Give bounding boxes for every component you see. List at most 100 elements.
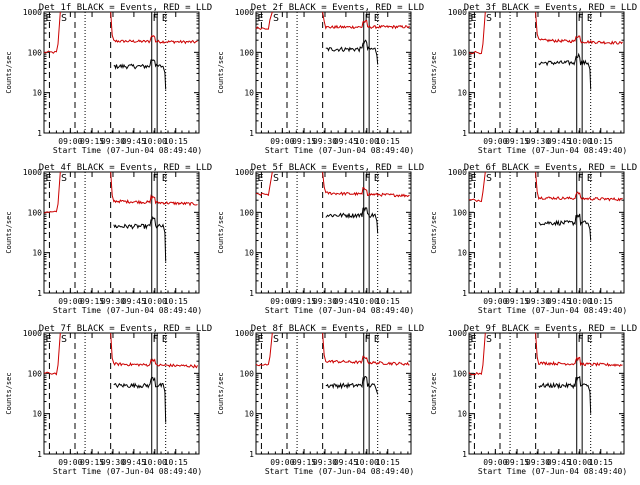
y-tick-label: 10 (457, 410, 467, 419)
events-series (325, 206, 379, 234)
x-axis-label: Start Time (07-Jun-04 08:49:40) (53, 306, 202, 315)
x-tick-label: 09:45 (547, 458, 571, 467)
marker-label-e: E (46, 13, 52, 24)
events-series (113, 59, 167, 90)
marker-label-e: E (587, 334, 593, 345)
panel-title: Det 8f BLACK = Events, RED = LLD (251, 324, 424, 334)
marker-label-f: F (578, 334, 584, 345)
x-tick-label: 10:15 (376, 297, 400, 306)
y-tick-label: 100 (453, 369, 468, 378)
lld-series-pre (43, 171, 61, 214)
marker-label-s: S (273, 13, 279, 24)
y-tick-label: 1000 (235, 8, 254, 17)
y-tick-label: 100 (28, 48, 43, 57)
y-tick-label: 10 (32, 249, 42, 258)
y-tick-label: 10 (32, 89, 42, 98)
x-tick-label: 10:00 (355, 458, 379, 467)
marker-label-e: E (258, 334, 264, 345)
x-tick-label: 09:45 (334, 458, 358, 467)
lld-series-pre (255, 332, 273, 367)
x-tick-label: 09:30 (101, 137, 125, 146)
plot-frame (255, 332, 412, 455)
x-tick-label: 09:30 (313, 137, 337, 146)
y-tick-label: 1 (249, 129, 254, 138)
x-axis-label: Start Time (07-Jun-04 08:49:40) (478, 306, 627, 315)
plot-frame (43, 11, 200, 134)
lld-series-pre (43, 11, 61, 54)
x-tick-label: 09:45 (122, 297, 146, 306)
x-tick-label: 10:00 (355, 137, 379, 146)
lld-series-post (322, 332, 410, 366)
y-axis-label: Counts/sec (430, 211, 438, 253)
x-tick-label: 10:00 (355, 297, 379, 306)
events-series (325, 376, 379, 395)
plot-frame (468, 332, 625, 455)
marker-label-f: F (153, 13, 159, 24)
x-tick-label: 09:15 (80, 458, 104, 467)
marker-label-f: F (153, 173, 159, 184)
plot-frame (43, 332, 200, 455)
y-tick-label: 10 (32, 410, 42, 419)
x-axis-label: Start Time (07-Jun-04 08:49:40) (265, 306, 414, 315)
y-tick-label: 1000 (235, 168, 254, 177)
marker-label-f: F (578, 13, 584, 24)
y-axis-label: Counts/sec (5, 211, 13, 253)
events-series (113, 376, 167, 423)
marker-label-e: E (46, 173, 52, 184)
panel-title: Det 7f BLACK = Events, RED = LLD (39, 324, 212, 334)
panel-det-5: Det 5f BLACK = Events, RED = LLD 1 10 100 10… (217, 163, 424, 315)
x-axis-label: Start Time (07-Jun-04 08:49:40) (265, 467, 414, 476)
marker-label-f: F (365, 13, 371, 24)
lld-series-pre (468, 11, 486, 55)
panel-title: Det 5f BLACK = Events, RED = LLD (251, 163, 424, 173)
panel-det-2: Det 2f BLACK = Events, RED = LLD 1 10 100 10… (217, 3, 424, 155)
marker-label-e: E (374, 334, 380, 345)
panel-title: Det 3f BLACK = Events, RED = LLD (464, 3, 637, 13)
marker-label-f: F (153, 334, 159, 345)
panel-det-3: Det 3f BLACK = Events, RED = LLD 1 10 100 10… (430, 3, 637, 155)
marker-label-s: S (486, 334, 492, 345)
x-tick-label: 10:15 (589, 297, 613, 306)
x-tick-label: 09:00 (483, 458, 507, 467)
lld-series-post (110, 332, 198, 369)
panel-det-9: Det 9f BLACK = Events, RED = LLD 1 10 100 10… (430, 324, 637, 476)
marker-label-e: E (471, 13, 477, 24)
lld-series-post (110, 11, 198, 45)
events-series (538, 213, 592, 241)
y-axis-label: Counts/sec (430, 372, 438, 414)
x-tick-label: 09:00 (58, 297, 82, 306)
events-series (538, 375, 592, 414)
events-series (325, 39, 379, 65)
x-tick-label: 09:00 (483, 297, 507, 306)
x-tick-label: 09:30 (526, 458, 550, 467)
panel-title: Det 4f BLACK = Events, RED = LLD (39, 163, 212, 173)
plot-frame (255, 171, 412, 294)
x-tick-label: 10:00 (568, 458, 592, 467)
x-tick-label: 09:30 (313, 297, 337, 306)
panel-det-4: Det 4f BLACK = Events, RED = LLD 1 10 100 10… (5, 163, 212, 315)
y-axis-label: Counts/sec (217, 372, 225, 414)
x-tick-label: 09:00 (483, 137, 507, 146)
marker-label-s: S (486, 173, 492, 184)
lld-series-post (110, 171, 198, 207)
y-tick-label: 10 (457, 249, 467, 258)
y-tick-label: 10 (457, 89, 467, 98)
x-tick-label: 09:00 (270, 297, 294, 306)
y-tick-label: 1 (37, 450, 42, 459)
y-axis-label: Counts/sec (5, 372, 13, 414)
x-tick-label: 09:45 (547, 297, 571, 306)
events-series (538, 52, 592, 90)
x-tick-label: 10:15 (164, 297, 188, 306)
x-tick-label: 10:15 (164, 137, 188, 146)
x-tick-label: 09:00 (270, 458, 294, 467)
marker-label-s: S (61, 173, 67, 184)
marker-label-e: E (587, 13, 593, 24)
x-tick-label: 09:30 (101, 297, 125, 306)
x-tick-label: 09:15 (292, 137, 316, 146)
lld-series-pre (43, 332, 61, 376)
y-axis-label: Counts/sec (217, 51, 225, 93)
x-tick-label: 09:45 (334, 137, 358, 146)
x-tick-label: 10:15 (376, 458, 400, 467)
